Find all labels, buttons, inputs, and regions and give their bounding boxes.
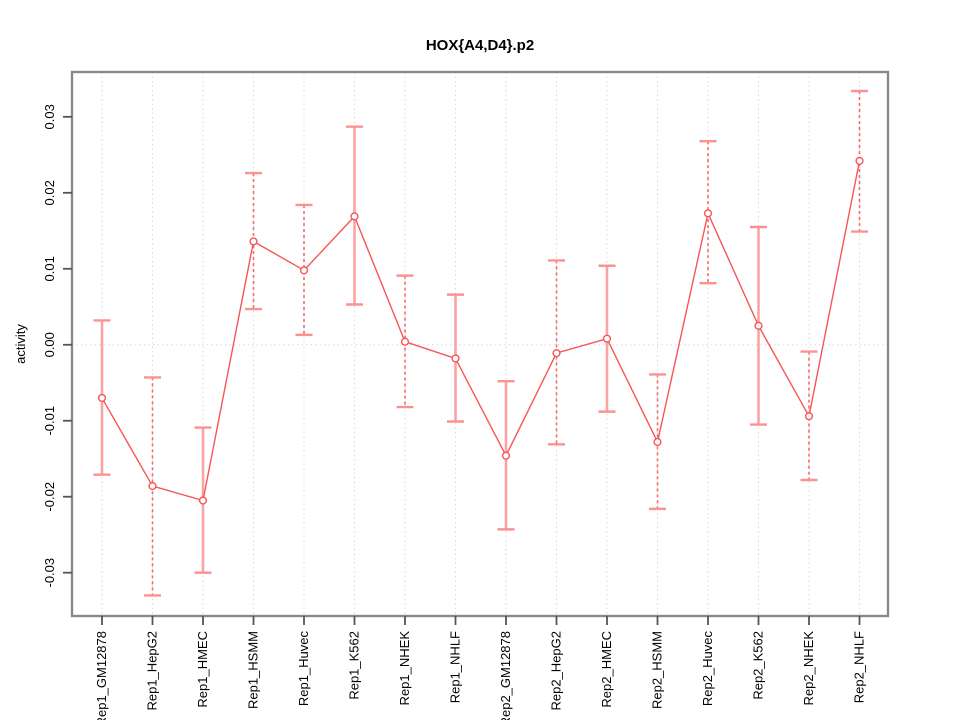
data-point (451, 354, 460, 363)
x-tick-label: Rep2_HSMM (650, 631, 665, 709)
y-tick-label: -0.01 (42, 406, 57, 436)
y-tick-label: 0.01 (42, 256, 57, 281)
x-tick-label: Rep1_NHEK (397, 631, 412, 706)
series-line (101, 160, 861, 502)
data-point (804, 412, 814, 421)
x-tick-label: Rep1_HMEC (195, 631, 210, 708)
plot-frame (70, 70, 890, 618)
data-point (97, 393, 107, 403)
axis-labels-layer: 0.03 0.02 0.01 0.00 -0.01 -0.02 -0.03 Rep1_GM12… (42, 104, 867, 720)
data-point (754, 321, 763, 330)
data-point (703, 209, 713, 218)
y-tick-label: -0.02 (42, 482, 57, 512)
data-point (602, 334, 612, 343)
axis-ticks-layer (63, 115, 861, 625)
x-tick-label: Rep1_NHLF (448, 631, 463, 703)
x-tick-label: Rep1_GM12878 (94, 631, 109, 720)
y-tick-label: -0.03 (42, 558, 57, 588)
data-point (249, 237, 258, 246)
x-tick-label: Rep2_NHLF (852, 631, 867, 703)
data-point (400, 337, 410, 346)
x-tick-label: Rep2_GM12878 (498, 631, 513, 720)
plot-frame-layer (70, 70, 890, 618)
data-point (855, 156, 864, 165)
y-tick-label: 0.02 (42, 180, 57, 205)
x-tick-label: Rep2_Huvec (700, 631, 715, 707)
gridlines-layer (72, 72, 888, 616)
data-point (299, 266, 309, 275)
chart-title: HOX{A4,D4}.p2 (426, 37, 534, 54)
x-tick-label: Rep2_HMEC (599, 631, 614, 708)
x-tick-label: Rep1_Huvec (296, 631, 311, 707)
data-point (552, 349, 561, 358)
y-tick-label: 0.00 (42, 332, 57, 357)
data-point (653, 437, 662, 447)
y-axis-label: activity (13, 324, 28, 364)
data-point (501, 451, 511, 460)
x-tick-label: Rep1_K562 (347, 631, 362, 700)
data-point (198, 496, 208, 505)
x-tick-label: Rep2_K562 (751, 631, 766, 700)
x-tick-label: Rep2_NHEK (801, 631, 816, 706)
y-tick-label: 0.03 (42, 104, 57, 129)
x-tick-label: Rep1_HSMM (246, 631, 261, 709)
data-point (148, 481, 157, 491)
data-series-layer (93, 89, 868, 597)
data-point (350, 212, 359, 221)
x-tick-label: Rep1_HepG2 (145, 631, 160, 711)
x-tick-label: Rep2_HepG2 (549, 631, 564, 711)
